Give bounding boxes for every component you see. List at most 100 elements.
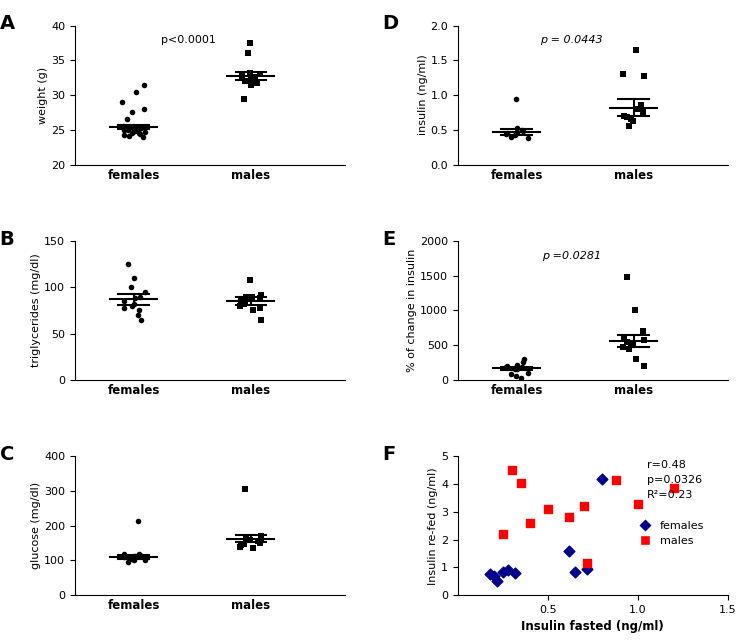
Point bbox=[248, 543, 259, 554]
Point bbox=[123, 131, 135, 141]
Point bbox=[118, 130, 130, 140]
Point bbox=[522, 133, 534, 143]
Point bbox=[638, 108, 650, 118]
males bbox=[578, 501, 590, 511]
Text: D: D bbox=[382, 15, 398, 33]
Point bbox=[517, 126, 529, 136]
Text: A: A bbox=[0, 15, 15, 33]
males bbox=[496, 529, 508, 539]
Point bbox=[500, 362, 512, 372]
Y-axis label: triglycerides (mg/dl): triglycerides (mg/dl) bbox=[32, 253, 41, 367]
Point bbox=[242, 534, 254, 545]
males bbox=[542, 504, 554, 514]
Point bbox=[622, 121, 634, 131]
Text: B: B bbox=[0, 230, 14, 249]
Point bbox=[509, 130, 521, 140]
Point bbox=[625, 340, 637, 350]
Point bbox=[122, 557, 134, 567]
Point bbox=[240, 532, 252, 543]
females bbox=[491, 576, 503, 586]
males bbox=[668, 483, 680, 493]
Point bbox=[626, 339, 638, 349]
Point bbox=[118, 296, 130, 307]
Point bbox=[505, 132, 517, 142]
Point bbox=[138, 104, 150, 114]
Point bbox=[238, 539, 250, 549]
females bbox=[503, 565, 515, 575]
Point bbox=[121, 115, 133, 125]
Point bbox=[516, 362, 528, 372]
Point bbox=[638, 335, 650, 345]
Y-axis label: Insulin re-fed (ng/ml): Insulin re-fed (ng/ml) bbox=[428, 467, 438, 584]
Point bbox=[621, 112, 633, 122]
Point bbox=[255, 289, 267, 300]
Point bbox=[516, 125, 528, 135]
Point bbox=[500, 361, 512, 371]
Point bbox=[625, 115, 637, 125]
Point bbox=[139, 556, 151, 566]
Point bbox=[630, 45, 642, 55]
X-axis label: Insulin fasted (ng/ml): Insulin fasted (ng/ml) bbox=[521, 620, 664, 634]
Point bbox=[251, 77, 262, 88]
Point bbox=[518, 354, 530, 364]
Text: E: E bbox=[382, 230, 396, 249]
Point bbox=[505, 369, 517, 380]
Point bbox=[622, 344, 634, 354]
Point bbox=[133, 305, 145, 316]
Point bbox=[118, 303, 130, 313]
Y-axis label: insulin (ng/ml): insulin (ng/ml) bbox=[418, 54, 428, 136]
Point bbox=[128, 293, 140, 303]
females bbox=[496, 566, 508, 577]
Point bbox=[118, 125, 130, 135]
Point bbox=[122, 259, 134, 269]
Point bbox=[626, 116, 638, 127]
Point bbox=[134, 291, 146, 301]
Y-axis label: glucose (mg/dl): glucose (mg/dl) bbox=[32, 482, 41, 570]
Point bbox=[256, 531, 268, 541]
Point bbox=[128, 555, 140, 565]
Point bbox=[124, 282, 136, 292]
females bbox=[488, 571, 500, 581]
Point bbox=[128, 125, 140, 136]
females bbox=[509, 568, 521, 578]
Point bbox=[118, 121, 130, 131]
Point bbox=[128, 551, 140, 561]
Point bbox=[126, 554, 138, 564]
males bbox=[632, 499, 644, 509]
Point bbox=[135, 123, 147, 133]
Point bbox=[244, 275, 256, 285]
females bbox=[581, 564, 593, 574]
Point bbox=[244, 68, 256, 78]
Point bbox=[139, 287, 151, 297]
Point bbox=[122, 125, 134, 135]
Point bbox=[638, 361, 650, 371]
Point bbox=[138, 79, 150, 90]
males bbox=[524, 518, 536, 528]
Point bbox=[245, 75, 257, 85]
Point bbox=[244, 535, 256, 545]
Point bbox=[500, 129, 512, 139]
Point bbox=[134, 550, 146, 561]
females bbox=[563, 546, 575, 556]
Point bbox=[252, 536, 264, 547]
Point bbox=[132, 310, 144, 320]
Point bbox=[128, 273, 140, 283]
Point bbox=[500, 128, 512, 138]
Point bbox=[238, 296, 250, 307]
Text: p<0.0001: p<0.0001 bbox=[160, 35, 216, 45]
Point bbox=[509, 364, 521, 374]
Point bbox=[522, 368, 534, 378]
Point bbox=[137, 132, 149, 143]
Point bbox=[246, 291, 258, 301]
Point bbox=[254, 69, 266, 79]
males bbox=[610, 475, 622, 485]
Legend: females, males: females, males bbox=[630, 516, 709, 551]
Point bbox=[235, 296, 247, 307]
males bbox=[506, 465, 518, 476]
Y-axis label: weight (g): weight (g) bbox=[38, 67, 48, 124]
Point bbox=[116, 97, 128, 107]
Point bbox=[511, 124, 523, 134]
Point bbox=[255, 534, 267, 544]
Point bbox=[127, 108, 139, 118]
Point bbox=[630, 354, 642, 364]
